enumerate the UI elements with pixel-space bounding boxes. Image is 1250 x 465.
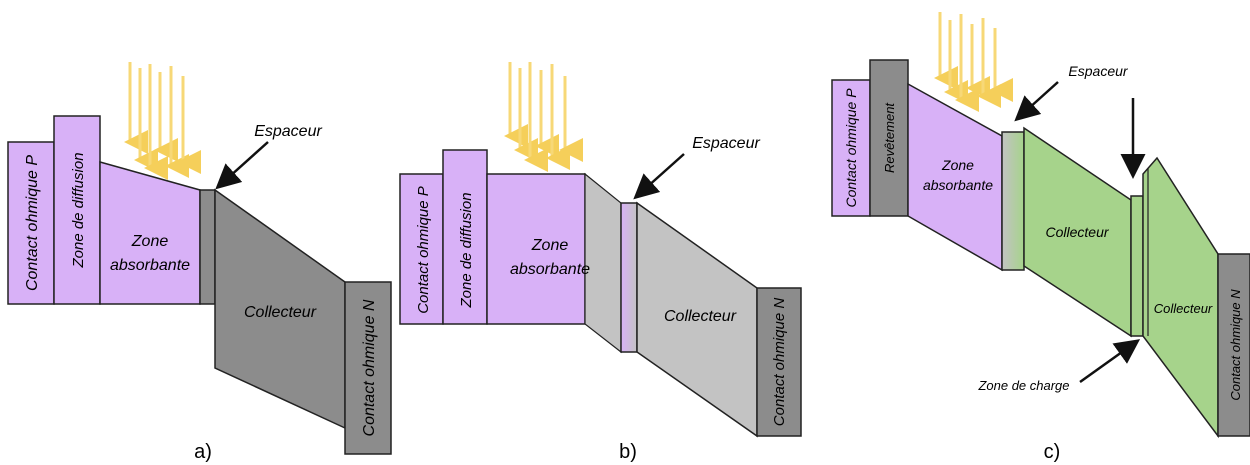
absorbing-label-line2: absorbante	[923, 177, 993, 193]
contact-n-block	[756, 287, 802, 437]
absorbing-zone-block	[486, 173, 586, 325]
spacer-label: Espaceur	[692, 135, 760, 152]
contact-p-block	[7, 141, 55, 305]
spacer-label: Espaceur	[254, 123, 322, 140]
caption-b: b)	[619, 441, 637, 463]
collector-label: Collecteur	[664, 308, 737, 325]
contact-n-label: Contact ohmique N	[771, 298, 788, 427]
contact-p-block	[831, 79, 871, 217]
spacer-pointer-arrow	[1014, 81, 1059, 122]
contact-p-label: Contact ohmique P	[415, 186, 432, 314]
spacer-block	[620, 202, 638, 353]
graded-transition-block	[584, 172, 622, 354]
diffusion-label: Zone de diffusion	[70, 152, 87, 268]
spacer-pointer-arrow	[633, 153, 685, 200]
contact-p-label: Contact ohmique P	[24, 155, 41, 291]
incident-light-icon	[504, 62, 583, 172]
collector-label: Collecteur	[244, 304, 317, 321]
spacer-block	[1001, 131, 1025, 271]
spacer-block	[199, 189, 216, 305]
contact-p-label: Contact ohmique P	[843, 88, 859, 208]
collector-2-label: Collecteur	[1154, 301, 1213, 316]
contact-n-label: Contact ohmique N	[1228, 289, 1243, 401]
coating-label: Revêtement	[882, 102, 897, 173]
collector-1-label: Collecteur	[1045, 224, 1109, 240]
spacer-pointer-arrow	[215, 141, 269, 190]
charge-zone-block	[1130, 195, 1144, 337]
caption-a: a)	[194, 441, 212, 463]
incident-light-icon	[124, 62, 201, 180]
charge-zone-label: Zone de charge	[977, 378, 1069, 393]
incident-light-icon	[934, 12, 1013, 112]
spacer-label: Espaceur	[1068, 63, 1128, 79]
diffusion-label: Zone de diffusion	[458, 192, 475, 308]
collector-2-block	[1142, 156, 1219, 439]
absorbing-label-line1: Zone	[941, 157, 974, 173]
panel-c: Contact ohmique P Revêtement Zone absorb…	[831, 12, 1250, 463]
absorbing-label-line1: Zone	[531, 237, 569, 254]
absorbing-label-line1: Zone	[131, 233, 169, 250]
contact-n-block	[1217, 253, 1250, 437]
caption-c: c)	[1044, 441, 1061, 463]
charge-zone-bottom-arrow	[1079, 339, 1141, 384]
contact-n-label: Contact ohmique N	[361, 299, 378, 436]
contact-n-block	[344, 281, 392, 455]
absorbing-label-line2: absorbante	[110, 257, 190, 274]
panel-a: Contact ohmique P Zone de diffusion Zone…	[7, 62, 392, 463]
panel-b: Contact ohmique P Zone de diffusion Zone…	[399, 62, 802, 463]
absorbing-label-line2: absorbante	[510, 261, 590, 278]
